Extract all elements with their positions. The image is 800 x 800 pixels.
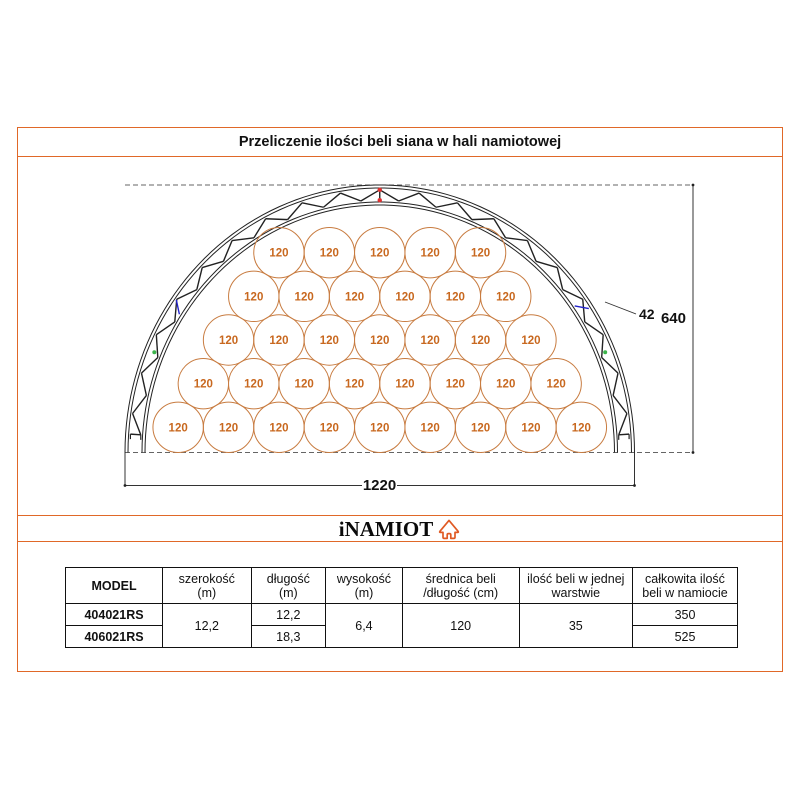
svg-text:120: 120 [496,291,515,303]
svg-text:120: 120 [421,422,440,434]
svg-text:120: 120 [169,422,188,434]
svg-text:120: 120 [345,291,364,303]
svg-text:120: 120 [244,379,263,391]
svg-text:120: 120 [370,422,389,434]
svg-text:120: 120 [496,379,515,391]
svg-text:640: 640 [661,310,686,327]
svg-text:120: 120 [244,291,263,303]
svg-text:120: 120 [395,379,414,391]
svg-text:120: 120 [269,422,288,434]
svg-text:120: 120 [345,379,364,391]
svg-text:120: 120 [521,335,540,347]
svg-text:120: 120 [395,291,414,303]
svg-text:120: 120 [295,291,314,303]
svg-text:120: 120 [471,248,490,260]
svg-text:120: 120 [370,335,389,347]
svg-text:120: 120 [295,379,314,391]
svg-text:120: 120 [446,379,465,391]
svg-text:120: 120 [370,248,389,260]
svg-text:120: 120 [421,335,440,347]
svg-text:120: 120 [547,379,566,391]
svg-text:120: 120 [572,422,591,434]
svg-text:120: 120 [320,422,339,434]
svg-text:120: 120 [320,335,339,347]
svg-text:120: 120 [320,248,339,260]
svg-text:120: 120 [446,291,465,303]
svg-text:120: 120 [194,379,213,391]
svg-text:120: 120 [219,422,238,434]
svg-text:120: 120 [219,335,238,347]
svg-text:120: 120 [269,335,288,347]
svg-text:120: 120 [471,422,490,434]
svg-text:120: 120 [471,335,490,347]
svg-text:120: 120 [269,248,288,260]
svg-text:1220: 1220 [363,477,396,494]
svg-text:120: 120 [521,422,540,434]
svg-text:42: 42 [639,306,655,322]
svg-text:120: 120 [421,248,440,260]
